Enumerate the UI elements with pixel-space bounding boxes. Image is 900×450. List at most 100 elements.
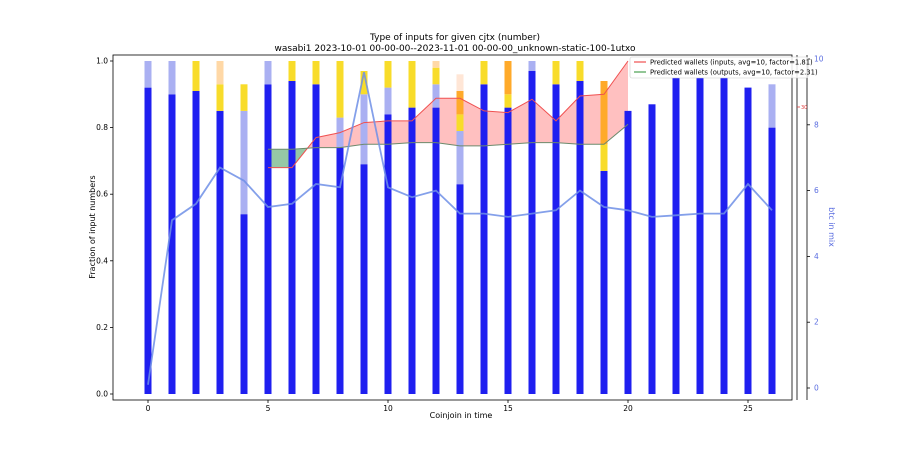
axes: 0 5 10 15 20 25 0.0 0.2 0.4 0.6 0.8 1.0 0 2 4 6 8 10 30 (96, 55, 824, 414)
bar-segment-fresh (480, 84, 488, 395)
bar-segment-gold (576, 61, 584, 81)
legend-box (629, 56, 809, 79)
bar-segment-fresh (288, 81, 296, 394)
bar-segment-fresh (264, 84, 272, 395)
bar-segment-gold (288, 61, 296, 81)
x-tick-label: 5 (266, 404, 271, 413)
bar-segment-fresh (168, 94, 176, 395)
bar-segment-gold (480, 61, 488, 85)
bar-segment-light-orange (216, 61, 224, 85)
plot-frame (112, 54, 793, 401)
bar-segment-remixed (456, 130, 464, 185)
prediction-area-segment (556, 96, 580, 145)
bar-segment-fresh (744, 87, 752, 394)
y-axis-label: Fraction of input numbers (88, 175, 97, 278)
x-tick-label: 15 (503, 404, 513, 413)
bar-segment-fresh (672, 77, 680, 394)
bar-segment-light-orange (432, 61, 440, 68)
prediction-area-segment (412, 98, 436, 143)
bar-segment-remixed (768, 84, 776, 128)
predicted-inputs-line (268, 60, 629, 169)
bar-segment-fresh (552, 84, 560, 395)
prediction-area-segment (460, 98, 484, 146)
prediction-area-segment (580, 94, 604, 145)
bar-segment-gold (360, 71, 368, 95)
prediction-area-segment (532, 99, 556, 143)
y-tick-label: 0.6 (96, 190, 108, 199)
y-tick-label: 0.8 (96, 123, 108, 132)
bar-segment-remixed (360, 94, 368, 165)
bar-segment-gold (216, 84, 224, 111)
bar-segment-remixed (144, 61, 152, 88)
bar-segment-gold (336, 61, 344, 118)
bars (144, 61, 776, 395)
bar-segment-gold (408, 61, 416, 108)
bar-segment-gold (384, 61, 392, 88)
bar-segment-peach (456, 74, 464, 91)
prediction-area-segment (484, 110, 508, 146)
bar-segment-fresh (312, 84, 320, 395)
bar-segment-fresh (216, 110, 224, 395)
bar-segment-fresh (336, 147, 344, 394)
bar-segment-fresh (384, 114, 392, 395)
lines (147, 60, 773, 385)
prediction-area-segment (388, 120, 412, 145)
btc-in-mix-line (147, 72, 773, 385)
prediction-area-segment (508, 99, 532, 145)
x-axis-label: Coinjoin in time (430, 411, 493, 420)
x-tick-label: 25 (743, 404, 753, 413)
predicted-outputs-line (268, 123, 629, 150)
x-tick-label: 10 (383, 404, 393, 413)
bar-segment-remixed (432, 84, 440, 108)
bar-segment-gold (552, 61, 560, 85)
chart-subtitle: wasabi1 2023-10-01 00-00-00--2023-11-01 … (275, 44, 636, 54)
bar-segment-gold (600, 144, 608, 171)
bar-segment-gold (240, 84, 248, 111)
y-right-tick-label: 8 (814, 120, 819, 129)
legend-label-inputs: Predicted wallets (inputs, avg=10, facto… (650, 59, 813, 67)
bar-segment-fresh (696, 77, 704, 394)
right-marker-label: 30 (801, 105, 807, 111)
bar-segment-fresh (768, 127, 776, 394)
bar-segment-fresh (408, 107, 416, 394)
y-right-tick-label: 10 (814, 55, 824, 64)
prediction-area-segment (604, 61, 628, 145)
prediction-area-segment (340, 122, 364, 148)
bar-segment-fresh (648, 104, 656, 395)
bar-segment-orange (504, 61, 512, 95)
y-tick-label: 0.0 (96, 390, 108, 399)
chart-title: Type of inputs for given cjtx (number) (369, 33, 540, 43)
bar-segment-gold (192, 61, 200, 91)
bar-segment-remixed (528, 61, 536, 71)
bar-segment-gold (456, 114, 464, 131)
prediction-areas (268, 61, 628, 168)
y-tick-label: 1.0 (96, 57, 108, 66)
bar-segment-fresh (192, 91, 200, 394)
bar-segment-fresh (144, 87, 152, 394)
y-right-tick-label: 6 (814, 186, 819, 195)
prediction-area-segment (436, 98, 460, 146)
bar-segment-fresh (240, 214, 248, 394)
bar-segment-fresh (528, 71, 536, 394)
bar-segment-remixed (384, 87, 392, 115)
bar-segment-gold (312, 61, 320, 85)
bar-segment-gold (504, 94, 512, 108)
bar-segment-fresh (624, 110, 632, 395)
bar-segment-orange (600, 81, 608, 145)
bar-segment-remixed (240, 110, 248, 215)
bar-segment-fresh (720, 77, 728, 394)
bar-segment-fresh (456, 184, 464, 394)
y-tick-label: 0.4 (96, 256, 108, 265)
x-tick-label: 20 (623, 404, 633, 413)
bar-segment-fresh (504, 107, 512, 394)
legend: Predicted wallets (inputs, avg=10, facto… (629, 56, 818, 79)
bar-segment-gold (432, 67, 440, 85)
bar-segment-remixed (264, 61, 272, 85)
y-tick-label: 0.2 (96, 323, 108, 332)
bar-segment-fresh (432, 107, 440, 394)
x-tick-label: 0 (146, 404, 151, 413)
bar-segment-orange (456, 91, 464, 115)
bar-segment-remixed (168, 61, 176, 95)
bar-segment-fresh (576, 81, 584, 394)
